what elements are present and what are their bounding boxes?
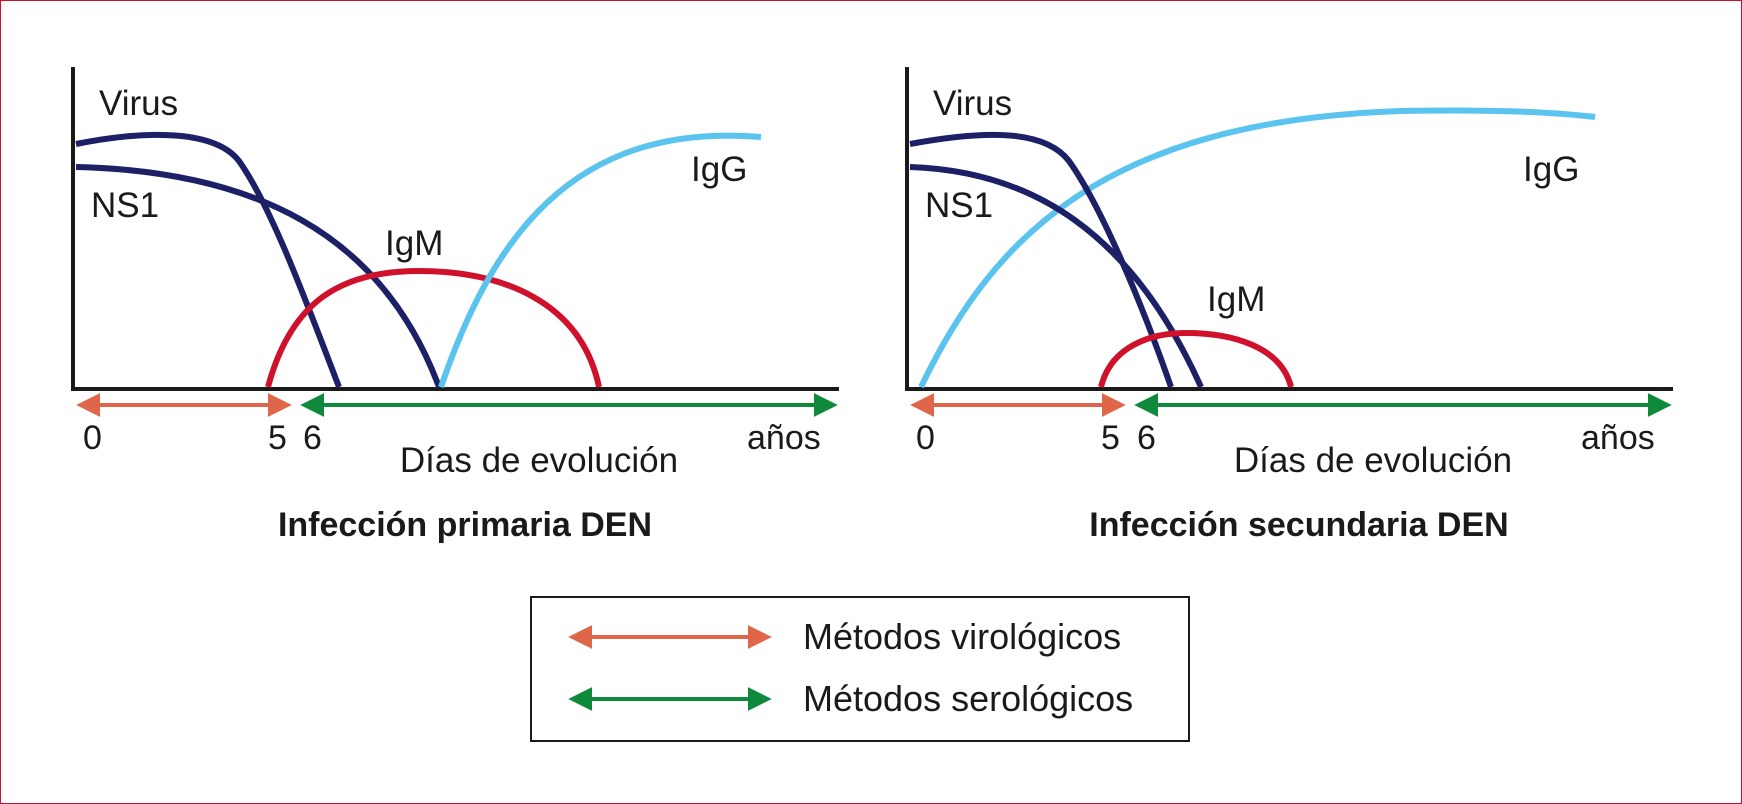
curve-virus xyxy=(75,131,342,389)
y-axis xyxy=(71,67,839,391)
curve-igg xyxy=(918,107,1596,389)
curve-igg xyxy=(438,132,762,388)
panel-title: Infección secundaria DEN xyxy=(1089,506,1508,544)
label-ns1: NS1 xyxy=(925,186,993,225)
legend-label-virologic: Métodos virológicos xyxy=(803,616,1121,657)
curve-virus xyxy=(909,131,1174,388)
label-igm: IgM xyxy=(1207,280,1265,319)
panel-primary: Virus NS1 IgM IgG 0 5 6 años Días de evo… xyxy=(71,67,839,544)
label-igm: IgM xyxy=(385,224,443,263)
tick-6: 6 xyxy=(1137,419,1156,457)
label-virus: Virus xyxy=(933,84,1012,123)
panel-title: Infección primaria DEN xyxy=(278,506,652,544)
legend-box xyxy=(530,596,1190,742)
tick-5: 5 xyxy=(268,419,287,457)
x-axis-label: Días de evolución xyxy=(1234,441,1512,480)
label-ns1: NS1 xyxy=(91,186,159,225)
tick-years: años xyxy=(747,419,821,457)
tick-6: 6 xyxy=(303,419,322,457)
label-virus: Virus xyxy=(99,84,178,123)
label-igg: IgG xyxy=(691,150,747,189)
x-axis-label: Días de evolución xyxy=(400,441,678,480)
curve-ns1 xyxy=(909,164,1204,389)
tick-years: años xyxy=(1581,419,1655,457)
panel-secondary: Virus NS1 IgM IgG 0 5 6 años Días de evo… xyxy=(905,67,1673,544)
curve-igm xyxy=(1098,329,1294,388)
tick-0: 0 xyxy=(916,419,935,457)
curve-ns1 xyxy=(75,164,442,389)
label-igg: IgG xyxy=(1523,150,1579,189)
curve-igm xyxy=(265,267,602,388)
tick-0: 0 xyxy=(83,419,102,457)
legend: Métodos virológicos Métodos serológicos xyxy=(530,596,1190,742)
y-axis xyxy=(905,67,1673,391)
legend-label-serologic: Métodos serológicos xyxy=(803,678,1133,719)
tick-5: 5 xyxy=(1101,419,1120,457)
